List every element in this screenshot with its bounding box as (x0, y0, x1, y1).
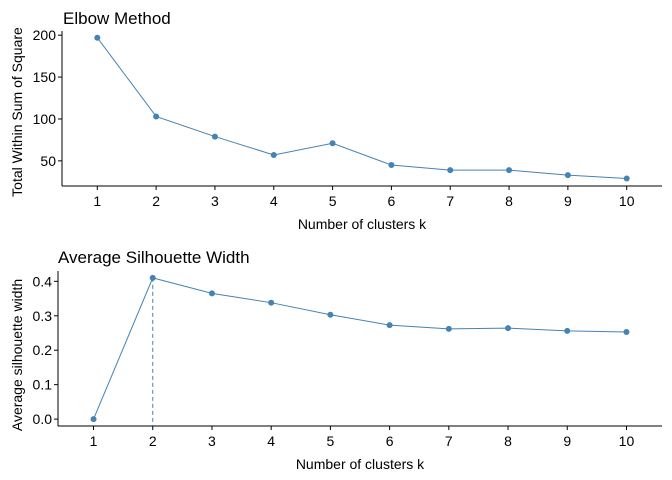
silhouette-data-point (208, 290, 215, 297)
elbow-x-tick-label: 2 (152, 193, 160, 209)
elbow-marks (94, 34, 630, 182)
silhouette-chart-panel: Average Silhouette Width Number of clust… (9, 248, 662, 472)
elbow-data-point (506, 167, 513, 174)
elbow-x-tick-label: 6 (388, 193, 396, 209)
silhouette-x-tick-label: 2 (149, 433, 157, 449)
elbow-x-tick-label: 5 (329, 193, 337, 209)
elbow-chart-title: Elbow Method (63, 9, 171, 28)
silhouette-x-tick-label: 8 (504, 433, 512, 449)
silhouette-data-point (505, 325, 512, 332)
elbow-x-tick-label: 4 (270, 193, 278, 209)
elbow-y-tick-label: 200 (33, 27, 57, 43)
elbow-y-axis-label: Total Within Sum of Square (9, 27, 25, 197)
silhouette-x-tick-label: 10 (619, 433, 635, 449)
silhouette-chart-title: Average Silhouette Width (58, 248, 250, 267)
silhouette-data-point (90, 416, 97, 423)
silhouette-x-tick-label: 1 (90, 433, 98, 449)
silhouette-x-axis-label: Number of clusters k (296, 456, 425, 472)
elbow-axes: 50 100 150 200 1 2 3 4 5 6 7 8 9 10 (33, 27, 662, 209)
silhouette-y-tick-label: 0.0 (33, 411, 53, 427)
elbow-series-line (96, 37, 627, 179)
elbow-data-point (270, 152, 277, 158)
elbow-data-point (153, 113, 160, 120)
elbow-x-tick-label: 9 (564, 193, 572, 209)
silhouette-y-tick-label: 0.4 (33, 273, 53, 289)
silhouette-y-tick-label: 0.2 (33, 342, 53, 358)
silhouette-y-tick-label: 0.3 (33, 308, 53, 324)
silhouette-x-tick-label: 5 (326, 433, 334, 449)
silhouette-x-tick-label: 6 (386, 433, 394, 449)
elbow-y-tick-label: 50 (40, 153, 56, 169)
elbow-data-point (623, 175, 630, 182)
silhouette-x-tick-label: 3 (208, 433, 216, 449)
silhouette-y-axis-label: Average silhouette width (9, 279, 25, 431)
silhouette-data-point (386, 322, 393, 329)
elbow-y-tick-label: 100 (33, 111, 57, 127)
silhouette-x-tick-label: 9 (563, 433, 571, 449)
elbow-x-tick-label: 10 (619, 193, 635, 209)
silhouette-data-point (268, 299, 275, 306)
elbow-x-axis-label: Number of clusters k (298, 216, 427, 232)
elbow-data-point (94, 34, 101, 41)
elbow-data-point (211, 133, 218, 140)
silhouette-data-point (445, 325, 452, 332)
silhouette-data-point (623, 328, 630, 335)
silhouette-data-point (327, 311, 334, 318)
elbow-data-point (564, 172, 571, 179)
silhouette-y-tick-label: 0.1 (33, 377, 53, 393)
silhouette-axes: 0.0 0.1 0.2 0.3 0.4 1 2 3 4 5 6 7 8 9 10 (33, 271, 662, 449)
elbow-x-tick-label: 7 (446, 193, 454, 209)
silhouette-x-tick-label: 4 (267, 433, 275, 449)
elbow-data-point (329, 140, 336, 147)
elbow-y-tick-label: 150 (33, 69, 57, 85)
silhouette-x-tick-label: 7 (445, 433, 453, 449)
silhouette-series-line (93, 277, 627, 420)
silhouette-marks (90, 274, 630, 426)
elbow-data-point (388, 162, 395, 169)
elbow-x-tick-label: 3 (211, 193, 219, 209)
silhouette-data-point (149, 274, 156, 281)
elbow-x-tick-label: 1 (93, 193, 101, 209)
silhouette-data-point (564, 327, 571, 334)
elbow-x-tick-label: 8 (505, 193, 513, 209)
elbow-chart-panel: Elbow Method Number of clusters k Total … (9, 9, 662, 232)
elbow-data-point (447, 167, 454, 174)
